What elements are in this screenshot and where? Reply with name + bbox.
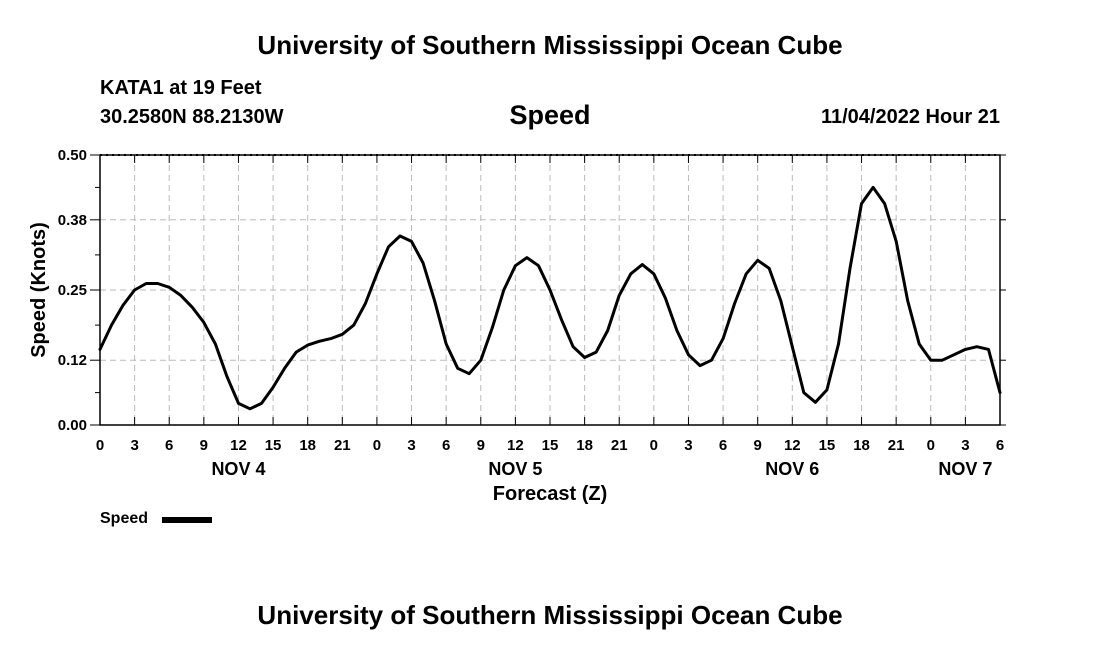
station-coordinates: 30.2580N 88.2130W	[100, 106, 284, 128]
x-tick-label: 6	[165, 437, 173, 454]
x-tick-label: 18	[576, 437, 593, 454]
x-tick-label: 3	[130, 437, 138, 454]
x-tick-label: 15	[542, 437, 559, 454]
x-tick-label: 6	[996, 437, 1004, 454]
forecast-datetime: 11/04/2022 Hour 21	[820, 106, 1000, 128]
x-tick-label: 21	[888, 437, 905, 454]
x-tick-label: 18	[853, 437, 870, 454]
x-tick-label: 3	[684, 437, 692, 454]
day-label: NOV 5	[488, 459, 542, 479]
x-axis-label: Forecast (Z)	[493, 483, 607, 505]
x-tick-label: 0	[96, 437, 104, 454]
footer-title: University of Southern Mississippi Ocean…	[257, 600, 843, 630]
day-label: NOV 7	[938, 459, 992, 479]
legend-label: Speed	[100, 510, 149, 527]
day-label: NOV 4	[211, 459, 265, 479]
x-tick-label: 21	[334, 437, 351, 454]
x-tick-label: 12	[230, 437, 247, 454]
y-tick-label: 0.50	[58, 147, 87, 164]
x-tick-label: 15	[819, 437, 836, 454]
x-tick-label: 12	[784, 437, 801, 454]
y-tick-label: 0.38	[58, 212, 87, 229]
legend-swatch	[162, 517, 212, 523]
y-tick-label: 0.25	[58, 282, 87, 299]
x-tick-label: 15	[265, 437, 282, 454]
x-tick-label: 3	[407, 437, 415, 454]
x-tick-label: 6	[442, 437, 450, 454]
station-name: KATA1 at 19 Feet	[100, 77, 262, 99]
x-tick-label: 6	[719, 437, 727, 454]
x-tick-label: 9	[200, 437, 208, 454]
x-tick-label: 21	[611, 437, 628, 454]
speed-series-line	[98, 185, 1002, 411]
x-tick-label: 9	[754, 437, 762, 454]
page-title: University of Southern Mississippi Ocean…	[257, 30, 843, 60]
y-tick-label: 0.12	[58, 352, 87, 369]
x-tick-label: 12	[507, 437, 524, 454]
chart-title: Speed	[509, 100, 591, 130]
y-tick-label: 0.00	[58, 417, 87, 434]
day-label: NOV 6	[765, 459, 819, 479]
x-tick-label: 3	[961, 437, 969, 454]
axis-ticks: 0 3 6 9 12 15 18 21 0 3 6 9 12 15 18 21 0 3 6 9 12 15 18 21 0 3 6 0…	[58, 147, 1006, 479]
x-tick-label: 0	[373, 437, 381, 454]
y-axis-label: Speed (Knots)	[28, 222, 50, 358]
x-tick-label: 9	[477, 437, 485, 454]
x-tick-label: 0	[650, 437, 658, 454]
x-tick-label: 18	[299, 437, 316, 454]
series-layer	[98, 185, 1002, 411]
x-tick-label: 0	[927, 437, 935, 454]
